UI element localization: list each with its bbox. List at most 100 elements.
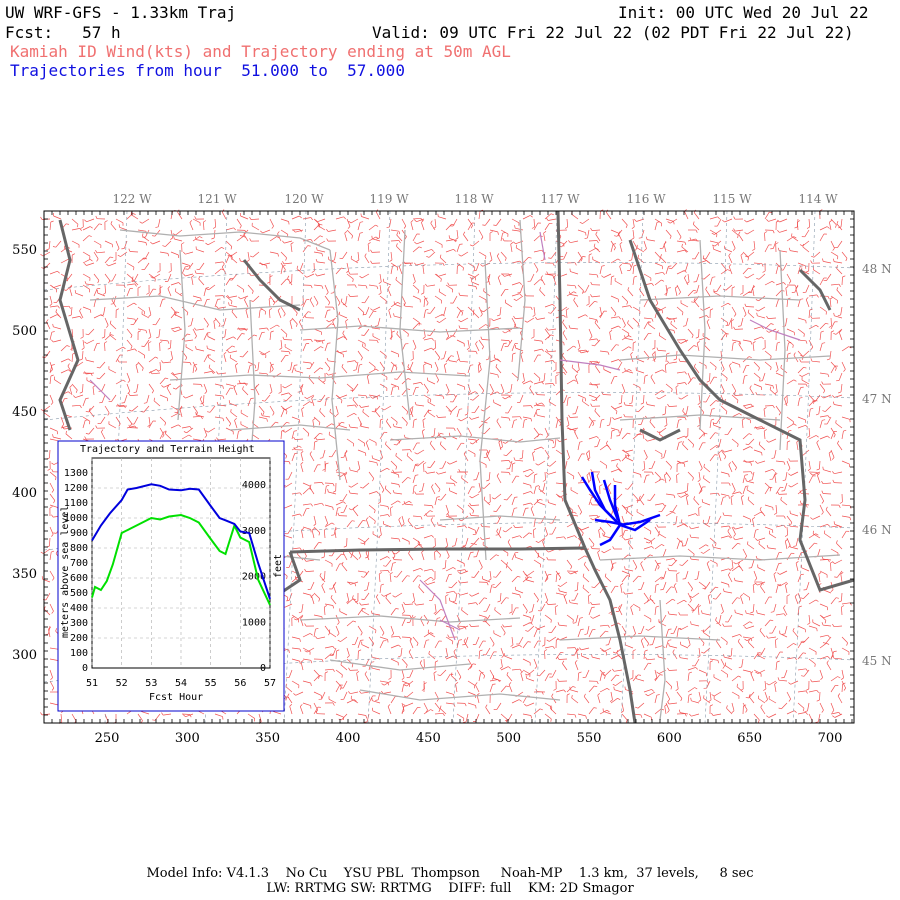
wind-barb-flag — [437, 357, 441, 361]
wind-barb-flag — [200, 384, 203, 388]
wind-barb-flag — [365, 440, 369, 443]
wind-barb-flag — [699, 490, 703, 493]
wind-barb-flag — [481, 346, 484, 350]
wind-barb-flag — [574, 285, 577, 289]
wind-barb — [372, 457, 381, 462]
wind-barb — [636, 370, 645, 374]
wind-barb-flag — [728, 462, 731, 465]
wind-barb — [533, 218, 535, 228]
wind-barb-flag — [194, 327, 197, 331]
wind-barb — [654, 218, 662, 224]
wind-barb — [592, 259, 601, 264]
wind-barb-flag — [780, 364, 782, 368]
wind-barb-flag — [693, 496, 696, 500]
wind-barb — [796, 442, 799, 451]
wind-barb-flag — [682, 578, 686, 580]
wind-barb — [654, 222, 658, 231]
wind-barb-flag — [750, 471, 753, 475]
wind-barb-flag — [165, 377, 169, 380]
wind-barb — [718, 438, 722, 447]
wind-barb — [709, 432, 716, 440]
wind-barb — [49, 570, 55, 579]
wind-barb-flag — [304, 558, 307, 562]
wind-barb — [185, 251, 194, 255]
wind-barb — [379, 383, 388, 389]
wind-barb — [816, 442, 821, 451]
wind-barb — [427, 581, 436, 585]
wind-barb-flag — [614, 235, 618, 237]
wind-barb — [478, 229, 484, 238]
wind-barb — [696, 284, 700, 293]
wind-barb-flag — [282, 264, 286, 267]
wind-barb — [680, 339, 689, 344]
wind-barb-flag — [744, 276, 748, 279]
wind-barb — [49, 375, 52, 385]
wind-barb — [632, 493, 639, 501]
wind-barb — [819, 523, 828, 528]
wind-barb — [302, 339, 312, 341]
wind-barb-flag — [492, 586, 496, 589]
wind-barb — [350, 469, 359, 473]
wind-barb-flag — [116, 248, 120, 251]
wind-barb — [630, 354, 634, 363]
wind-barb-flag — [679, 441, 683, 443]
wind-barb — [404, 262, 414, 264]
wind-barb-flag — [612, 243, 616, 245]
wind-barb-flag — [79, 405, 82, 409]
wind-barb — [365, 306, 370, 315]
wind-barb — [190, 317, 194, 326]
wind-barb — [445, 567, 454, 572]
wind-barb — [467, 449, 476, 455]
wind-barb — [533, 235, 541, 242]
wind-barb-flag — [722, 449, 725, 453]
wind-barb — [687, 581, 693, 589]
wind-barb-flag — [239, 225, 242, 229]
wind-barb-flag — [678, 397, 682, 400]
wind-barb — [570, 294, 579, 297]
wind-barb — [654, 526, 660, 534]
wind-barb — [478, 306, 483, 315]
wind-barb-flag — [566, 424, 570, 427]
wind-barb-flag — [181, 242, 185, 245]
wind-barb — [372, 327, 381, 330]
wind-barb-flag — [761, 326, 764, 330]
wind-barb — [632, 559, 638, 568]
wind-barb-flag — [395, 466, 398, 470]
wind-barb — [452, 295, 458, 304]
wind-barb — [819, 460, 821, 470]
wind-barb — [538, 555, 546, 561]
wind-barb-flag — [574, 589, 578, 592]
wind-barb — [717, 218, 722, 227]
wind-barb — [126, 416, 132, 424]
wind-barb — [588, 247, 597, 253]
wind-barb-flag — [656, 397, 660, 400]
wind-barb — [483, 482, 491, 489]
wind-barb — [544, 360, 553, 363]
wind-barb — [158, 328, 161, 337]
wind-barb-flag — [667, 221, 671, 224]
wind-barb — [284, 504, 293, 509]
wind-barb-flag — [711, 244, 716, 247]
wind-barb-flag — [588, 479, 592, 482]
wind-barb-flag — [440, 432, 444, 435]
wind-barb-flag — [272, 412, 275, 416]
wind-barb-flag — [762, 270, 766, 273]
wind-barb-flag — [96, 377, 100, 380]
wind-barb — [649, 421, 656, 429]
wind-barb-flag — [627, 432, 631, 435]
wind-barb-flag — [434, 550, 438, 553]
wind-barb-flag — [575, 374, 578, 377]
wind-barb — [709, 445, 717, 451]
wind-barb — [445, 328, 450, 337]
wind-barb-flag — [351, 551, 354, 555]
wind-barb — [709, 376, 715, 385]
wind-barb — [301, 409, 304, 418]
wind-barb-flag — [471, 576, 475, 578]
wind-barb-flag — [458, 254, 462, 257]
wind-barb — [456, 350, 460, 359]
wind-barb — [434, 240, 443, 246]
wind-barb — [456, 525, 465, 528]
wind-barb-flag — [761, 426, 764, 430]
wind-barb — [555, 570, 561, 578]
